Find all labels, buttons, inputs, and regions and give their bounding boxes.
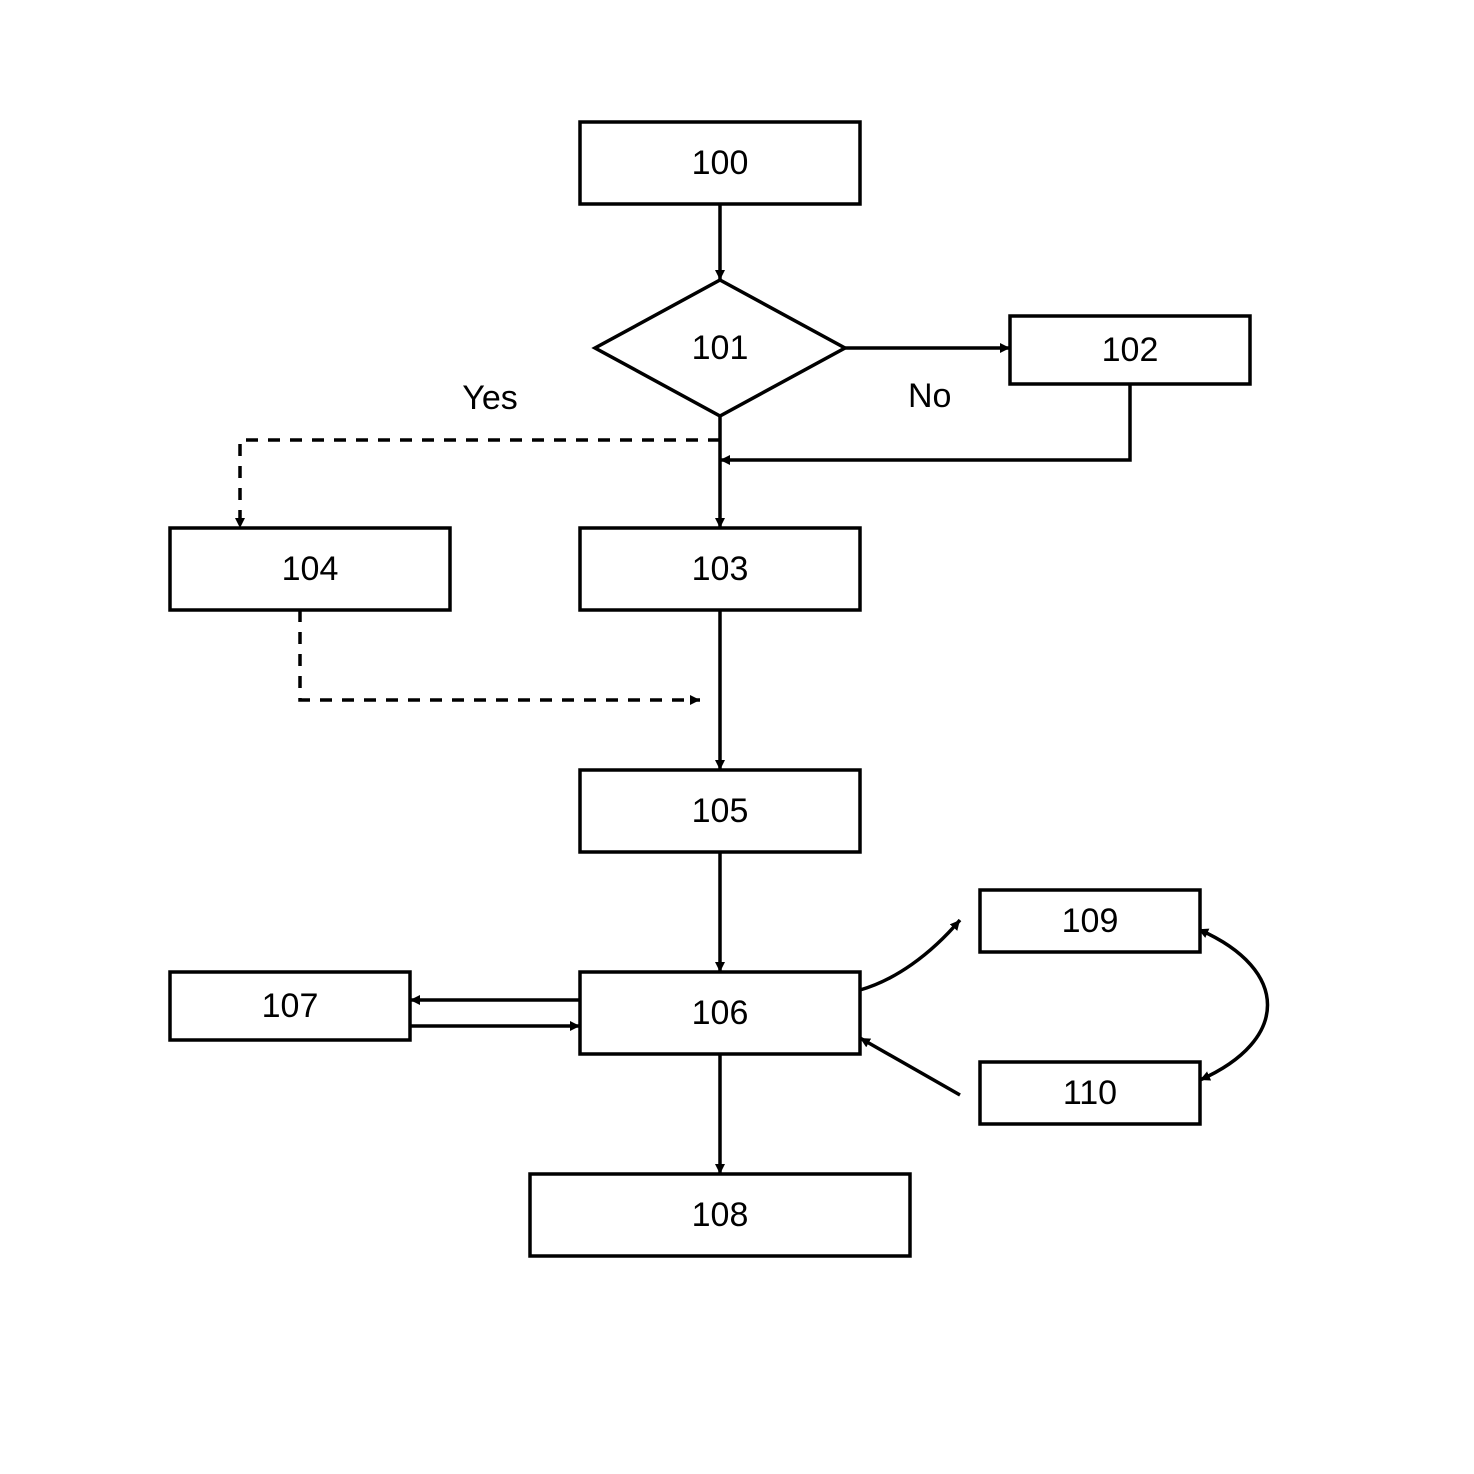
- node-label: 109: [1062, 902, 1119, 940]
- node-n105: 105: [580, 770, 860, 852]
- node-n110: 110: [980, 1062, 1200, 1124]
- node-n107: 107: [170, 972, 410, 1040]
- node-label: 110: [1063, 1074, 1117, 1112]
- edge-label-lbl_yes: Yes: [462, 379, 517, 417]
- node-label: 108: [692, 1196, 749, 1234]
- edge-e104_105: [300, 610, 700, 700]
- edge-e110_106: [860, 1038, 960, 1095]
- node-layer: 100 101 102 103 104 105 106 107 108 109 110: [170, 122, 1250, 1256]
- node-label: 101: [692, 329, 749, 367]
- node-label: 102: [1102, 331, 1159, 369]
- flowchart-canvas: 100 101 102 103 104 105 106 107 108 109 110 Yes No: [0, 0, 1474, 1474]
- node-label: 100: [692, 144, 749, 182]
- node-n100: 100: [580, 122, 860, 204]
- node-n109: 109: [980, 890, 1200, 952]
- node-n106: 106: [580, 972, 860, 1054]
- node-n104: 104: [170, 528, 450, 610]
- node-label: 104: [282, 550, 339, 588]
- node-label: 107: [262, 987, 319, 1025]
- node-n103: 103: [580, 528, 860, 610]
- edge-e106_109: [860, 920, 960, 990]
- edge-label-lbl_no: No: [908, 377, 951, 415]
- edge-e_to104: [240, 440, 720, 528]
- node-label: 103: [692, 550, 749, 588]
- node-n101: 101: [595, 280, 845, 416]
- edge-e109_110: [1200, 930, 1268, 1080]
- node-label: 106: [692, 994, 749, 1032]
- node-label: 105: [692, 792, 749, 830]
- node-n102: 102: [1010, 316, 1250, 384]
- node-n108: 108: [530, 1174, 910, 1256]
